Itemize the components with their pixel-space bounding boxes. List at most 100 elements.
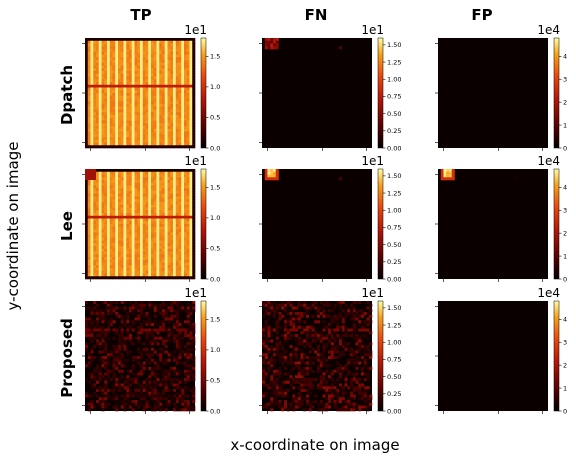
heatmap-cell xyxy=(112,38,116,42)
heatmap-cell xyxy=(93,104,97,108)
heatmap-cell xyxy=(98,182,102,186)
heatmap-cell xyxy=(153,210,157,214)
heatmap-cell xyxy=(137,49,141,53)
heatmap-cell xyxy=(173,246,177,250)
heatmap-cell xyxy=(264,320,268,324)
heatmap-cell xyxy=(120,383,124,387)
colorbar-tick-label: 0.00 xyxy=(387,275,401,283)
heatmap-cell xyxy=(156,235,160,239)
heatmap-cell xyxy=(164,169,168,173)
heatmap-cell xyxy=(107,361,111,365)
heatmap-cell xyxy=(134,128,138,132)
heatmap-cell xyxy=(98,221,102,225)
heatmap-cell xyxy=(162,95,166,99)
heatmap-cell xyxy=(131,276,135,280)
heatmap-cell xyxy=(134,210,138,214)
heatmap-cell xyxy=(167,98,171,102)
heatmap-cell xyxy=(93,54,97,58)
heatmap-cell xyxy=(186,323,190,327)
heatmap-cell xyxy=(93,188,97,192)
heatmap-cell xyxy=(156,405,160,409)
heatmap-cell xyxy=(186,134,190,138)
heatmap-cell xyxy=(109,79,113,83)
heatmap-cell xyxy=(451,174,455,178)
heatmap-cell xyxy=(109,182,113,186)
heatmap-cell xyxy=(156,51,160,55)
heatmap-cell xyxy=(162,137,166,141)
heatmap-cell xyxy=(159,73,163,77)
heatmap-cell xyxy=(344,342,348,346)
heatmap-cell xyxy=(153,90,157,94)
heatmap-cell xyxy=(96,142,100,146)
heatmap-cell xyxy=(93,240,97,244)
heatmap-cell xyxy=(85,71,89,75)
heatmap-cell xyxy=(140,73,144,77)
heatmap-cell xyxy=(140,38,144,42)
heatmap-cell xyxy=(101,248,105,252)
heatmap-cell xyxy=(330,394,334,398)
heatmap-cell xyxy=(148,62,152,66)
heatmap-cell xyxy=(350,358,354,362)
heatmap-cell xyxy=(289,301,293,305)
heatmap-cell xyxy=(275,345,279,349)
heatmap-cell xyxy=(314,356,318,360)
heatmap-cell xyxy=(153,38,157,42)
heatmap-cell xyxy=(131,323,135,327)
heatmap-cell xyxy=(339,375,343,379)
heatmap-cell xyxy=(131,185,135,189)
heatmap-cell xyxy=(178,408,182,412)
heatmap-cell xyxy=(192,134,196,138)
heatmap-cell xyxy=(145,139,149,143)
heatmap-cell xyxy=(273,314,277,318)
heatmap-cell xyxy=(93,139,97,143)
heatmap-cell xyxy=(156,397,160,401)
heatmap-cell xyxy=(142,109,146,113)
heatmap-cell xyxy=(85,325,89,329)
heatmap-cell xyxy=(96,71,100,75)
heatmap-cell xyxy=(104,54,108,58)
heatmap-cell xyxy=(101,345,105,349)
heatmap-cell xyxy=(142,386,146,390)
heatmap-cell xyxy=(178,120,182,124)
heatmap-cell xyxy=(156,323,160,327)
heatmap-cell xyxy=(112,93,116,97)
heatmap-cell xyxy=(120,218,124,222)
heatmap-cell xyxy=(336,389,340,393)
heatmap-cell xyxy=(90,237,94,241)
heatmap-cell xyxy=(189,226,193,230)
heatmap-cell xyxy=(278,372,282,376)
heatmap-cell xyxy=(273,309,277,313)
heatmap-cell xyxy=(167,196,171,200)
heatmap-cell xyxy=(267,347,271,351)
heatmap-cell xyxy=(142,90,146,94)
heatmap-cell xyxy=(156,109,160,113)
heatmap-cell xyxy=(85,259,89,263)
heatmap-cell xyxy=(118,204,122,208)
heatmap-cell xyxy=(123,347,127,351)
heatmap-cell xyxy=(350,408,354,412)
heatmap-cell xyxy=(178,369,182,373)
heatmap-cell xyxy=(156,98,160,102)
heatmap-cell xyxy=(159,139,163,143)
heatmap-cell xyxy=(281,303,285,307)
heatmap-cell xyxy=(148,76,152,80)
heatmap-cell xyxy=(325,391,329,395)
heatmap-cell xyxy=(151,131,155,135)
heatmap-cell xyxy=(314,378,318,382)
heatmap-cell xyxy=(90,240,94,244)
heatmap-cell xyxy=(192,204,196,208)
heatmap-cell xyxy=(118,84,122,88)
heatmap-cell xyxy=(109,145,113,149)
heatmap-cell xyxy=(140,372,144,376)
heatmap-cell xyxy=(123,364,127,368)
heatmap-cell xyxy=(137,243,141,247)
heatmap-cell xyxy=(85,207,89,211)
heatmap-cell xyxy=(96,204,100,208)
heatmap-cell xyxy=(192,60,196,64)
heatmap-cell xyxy=(120,169,124,173)
heatmap-cell xyxy=(148,90,152,94)
heatmap-cell xyxy=(164,336,168,340)
heatmap-cell xyxy=(93,336,97,340)
heatmap-cell xyxy=(98,331,102,335)
heatmap-cell xyxy=(192,331,196,335)
